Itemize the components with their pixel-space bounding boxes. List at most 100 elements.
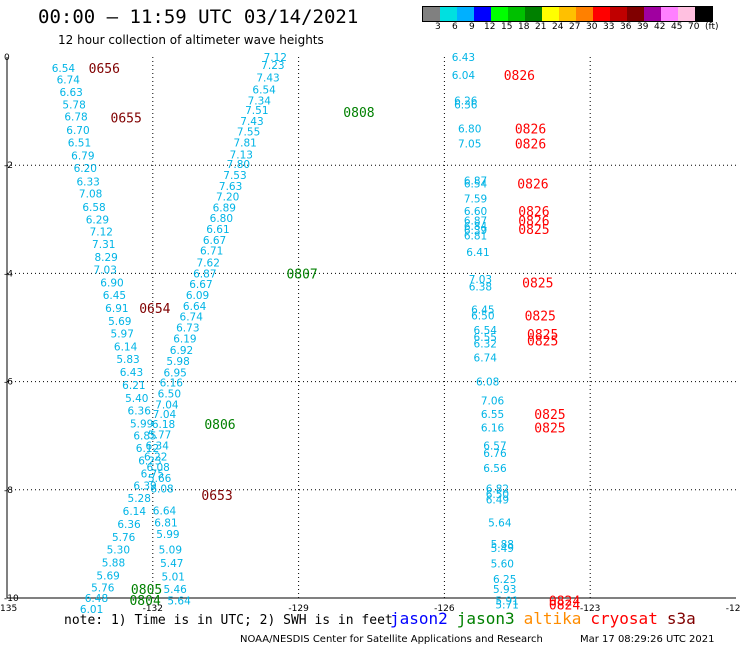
swh-value: 6.18 [152,419,175,431]
pass-time-label: 0826 [518,205,549,220]
map-title: 00:00 – 11:59 UTC 03/14/2021 [38,6,359,28]
swh-value: 6.41 [466,247,489,259]
swh-value: 6.63 [59,87,82,99]
swh-colorbar [422,6,713,22]
colorbar-tick-label: 12 [484,22,496,32]
swh-value: 6.43 [120,367,143,379]
colorbar-tick-label: 3 [435,22,441,32]
units-note: note: 1) Time is in UTC; 2) SWH is in fe… [64,613,393,628]
swh-value: 6.50 [471,311,494,323]
pass-time-label: 0826 [517,178,548,193]
swh-value: 6.39 [464,225,487,237]
colorbar-tick-label: 27 [569,22,581,32]
swh-value: 6.75 [141,469,164,481]
swh-value: 5.77 [148,430,171,442]
pass-time-label: 0825 [534,408,565,423]
swh-value: 5.71 [495,599,518,611]
swh-value: 6.54 [252,84,276,96]
swh-value: 6.85 [133,431,156,443]
swh-value: 7.23 [261,60,284,72]
swh-value: 6.87 [193,268,216,280]
pass-time-label: 0825 [527,334,558,349]
swh-value: 6.19 [173,333,196,345]
swh-value: 5.64 [488,517,512,529]
swh-value: 6.71 [200,246,223,258]
pass-time-label: 0655 [111,112,142,127]
colorbar-labels: 3 6 9 12 15 18 21 24 27 30 33 36 39 42 45 70 (ft) [422,22,740,36]
y-tick-label: -4 [4,269,13,279]
colorbar-tick-label: 45 [671,22,683,32]
axis-tick-labels: -135 -132 -129 -126 -123 -120 0 -2 -4 -6 -8 -10 [0,53,740,614]
swh-value: 6.22 [144,451,167,463]
swh-value: 7.12 [90,227,113,239]
swh-value: 7.59 [464,194,487,206]
swh-value: 5.99 [156,529,179,541]
generated-timestamp: Mar 17 08:29:26 UTC 2021 [580,634,715,645]
swh-value: 6.12 [136,443,159,455]
swh-value: 6.45 [471,305,494,317]
swh-value: 6.57 [483,440,506,452]
colorbar-tick-label: 24 [552,22,564,32]
swh-value: 7.53 [223,170,246,182]
swh-value: 6.36 [117,519,141,531]
swh-value: 6.36 [128,405,152,417]
swh-value: 7.06 [481,396,505,408]
swh-value: 7.43 [256,73,279,85]
swh-value: 7.03 [469,274,492,286]
swh-value: 7.04 [155,399,179,411]
swh-value: 5.76 [112,532,136,544]
y-tick-label: 0 [4,53,10,63]
legend-item-s3a: s3a [666,609,696,628]
colorbar-tick-label: 6 [452,22,458,32]
pass-time-label: 0656 [89,62,120,77]
swh-value: 6.36 [454,100,478,112]
pass-time-label: 0824 [549,595,580,610]
grid-layer [6,57,736,599]
pass-time-label: 0825 [527,328,558,343]
swh-value: 6.23 [138,456,161,468]
swh-value: 6.48 [85,593,108,605]
swh-value: 6.80 [210,213,233,225]
swh-value: 7.55 [237,127,260,139]
colorbar-swatch [525,7,542,21]
x-tick-label: -126 [434,604,455,614]
colorbar-tick-label: 36 [620,22,632,32]
colorbar-tick-label: 9 [469,22,475,32]
swh-value: 6.74 [180,312,204,324]
swh-value: 5.40 [125,393,148,405]
y-tick-label: -6 [4,378,13,388]
swh-value: 6.14 [114,341,138,353]
colorbar-unit-label: (ft) [705,22,719,32]
x-tick-label: -123 [580,604,600,614]
swh-values-layer: 6.546.746.635.786.786.706.516.796.206.33… [52,52,519,616]
swh-value: 6.50 [486,489,509,501]
pass-time-label: 0826 [518,214,549,229]
colorbar-swatch [457,7,474,21]
swh-value: 6.61 [206,224,229,236]
swh-value: 6.64 [153,505,177,517]
colorbar-swatch [610,7,627,21]
swh-value: 5.91 [495,596,518,608]
colorbar-tick-label: 30 [586,22,598,32]
swh-value: 6.38 [469,281,492,293]
pass-time-label: 0825 [522,277,553,292]
swh-value: 6.21 [122,380,145,392]
y-tick-label: -10 [4,594,19,604]
swh-value: 5.88 [102,557,125,569]
legend-item-cryosat: cryosat [590,609,658,628]
swh-value: 6.78 [64,112,87,124]
swh-value: 5.09 [159,544,182,556]
pass-time-label: 0807 [286,267,317,282]
x-tick-label: -135 [0,604,17,614]
swh-value: 7.34 [248,95,272,107]
swh-value: 6.74 [474,352,498,364]
credit-line: NOAA/NESDIS Center for Satellite Applica… [240,634,543,645]
colorbar-swatch [593,7,610,21]
colorbar-tick-label: 33 [603,22,615,32]
swh-value: 5.69 [108,316,131,328]
swh-value: 6.50 [158,389,181,401]
swh-value: 5.64 [167,596,191,608]
swh-value: 6.95 [163,367,186,379]
swh-value: 6.67 [189,279,212,291]
pass-time-label: 0805 [131,583,162,598]
